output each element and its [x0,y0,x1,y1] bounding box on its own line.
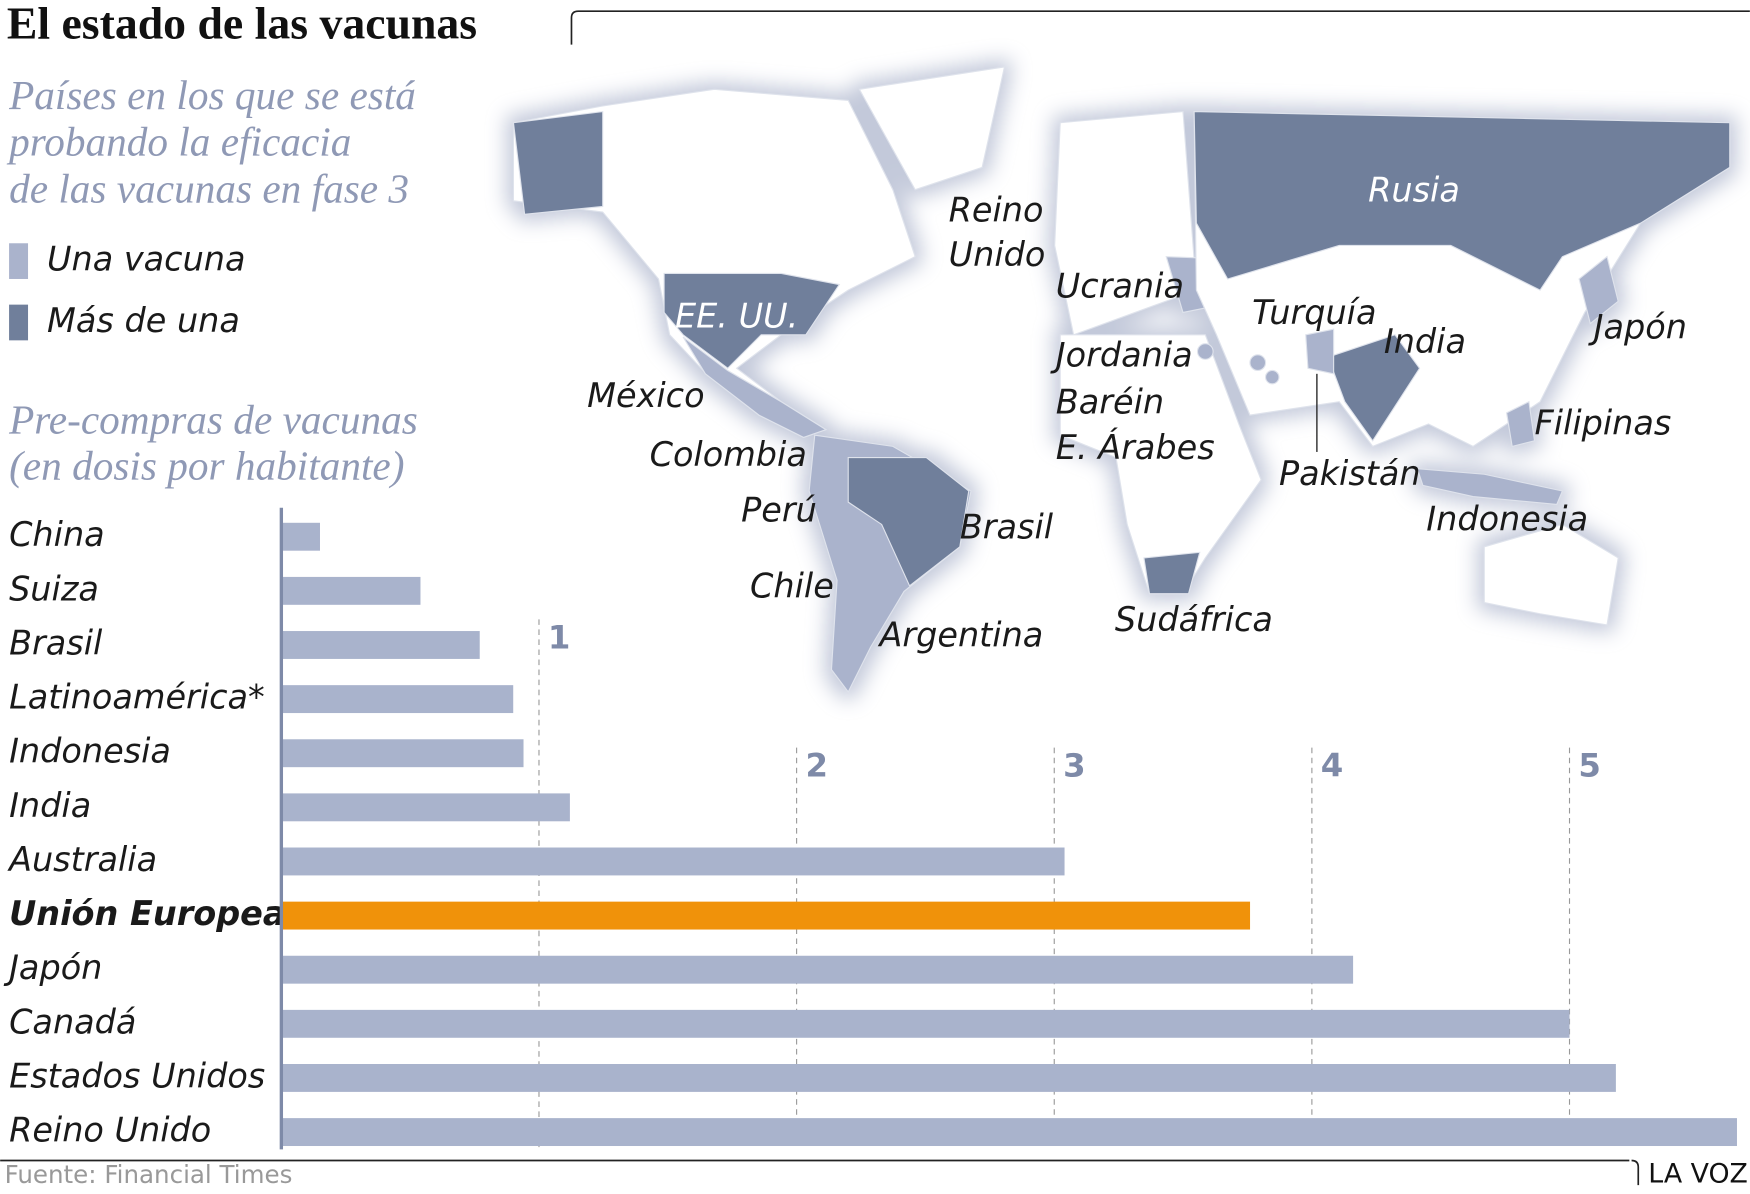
map-label: Ucrania [1056,266,1184,305]
legend-label: Más de una [47,301,240,340]
bar [281,1063,1616,1092]
bar [281,847,1065,876]
legend-label: Una vacuna [47,240,246,279]
x-tick-label: 5 [1578,747,1601,785]
map-label: Jordania [1050,336,1193,375]
y-tick-label: Suiza [9,569,99,608]
chart-title: Pre-compras de vacunas [8,397,418,443]
map-label: Sudáfrica [1115,600,1273,639]
bar [281,576,421,605]
map-label: Turquía [1252,293,1376,332]
y-tick-label: Brasil [9,623,103,662]
y-tick-label: Reino Unido [9,1111,211,1150]
y-tick-label: Australia [7,840,157,879]
x-tick-label: 1 [548,618,571,656]
map-subtitle: probando la eficacia [6,119,351,165]
world-map [512,66,1731,693]
bar [281,522,320,551]
map-label: Argentina [877,616,1043,655]
y-tick-label: Latinoamérica* [9,678,265,717]
y-tick-label: Estados Unidos [9,1056,265,1095]
map-label: Baréin [1056,382,1164,421]
y-tick-label: Unión Europea [9,894,285,933]
bar [281,631,480,659]
map-label: Pakistán [1279,454,1421,493]
source: Fuente: Financial Times [5,1160,293,1189]
frame-bracket [1631,1159,1640,1186]
map-label: Perú [741,491,817,530]
x-tick-label: 3 [1063,747,1086,785]
map-label: Japón [1588,308,1687,347]
map-label: México [587,376,704,415]
y-tick-label: Canadá [9,1002,136,1041]
bar [281,739,524,768]
map-label: Rusia [1368,170,1460,209]
bar [281,901,1251,930]
map-subtitle: de las vacunas en fase 3 [9,166,409,212]
map-label: India [1384,322,1466,361]
map-label: Indonesia [1426,500,1588,539]
map-label: Reino [949,191,1044,230]
bar [281,685,514,714]
y-tick-label: Japón [3,948,102,987]
x-tick-label: 4 [1321,747,1344,785]
bar [281,1118,1737,1147]
map-label: Filipinas [1534,404,1671,443]
brand: LA VOZ [1648,1159,1748,1190]
map-label: EE. UU. [675,297,798,336]
map-label: Brasil [960,507,1054,546]
map-label: E. Árabes [1056,427,1215,467]
frame-top [570,10,1750,45]
legend-swatch [9,243,29,279]
bar [281,1009,1570,1038]
map-subtitle: Países en los que se está [8,72,416,118]
x-tick-label: 2 [806,747,829,785]
y-tick-label: China [9,515,105,554]
bar [281,955,1354,984]
legend-swatch [9,304,29,341]
title: El estado de las vacunas [7,0,477,48]
y-tick-label: Indonesia [9,732,171,771]
map-label: Unido [949,235,1046,274]
map-label: Chile [750,567,834,606]
map-label: Colombia [650,435,807,474]
chart-title: (en dosis por habitante) [9,442,404,489]
bar [281,793,570,822]
y-tick-label: India [9,786,91,825]
